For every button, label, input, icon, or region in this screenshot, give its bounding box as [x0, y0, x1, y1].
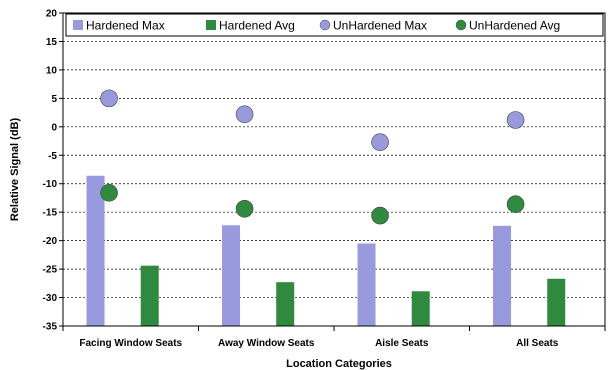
y-tick-label: -35 — [43, 322, 58, 333]
legend-label: Hardened Max — [86, 19, 165, 33]
legend-swatch — [73, 20, 83, 30]
x-axis-title: Location Categories — [286, 358, 392, 370]
legend-marker — [455, 19, 467, 31]
y-tick-label: -5 — [48, 151, 57, 162]
y-tick-label: 10 — [46, 65, 58, 76]
bar — [140, 265, 159, 326]
marker-point — [100, 89, 118, 108]
y-tick-label: 0 — [51, 122, 57, 133]
bars — [86, 175, 566, 326]
bar — [547, 278, 566, 326]
legend-label: UnHardened Avg — [469, 19, 560, 33]
bar — [493, 225, 512, 326]
markers — [100, 89, 525, 225]
bar — [357, 243, 376, 326]
bar — [411, 291, 430, 326]
y-tick-label: -25 — [43, 265, 58, 276]
marker-point — [506, 195, 525, 214]
y-tick-label: -30 — [43, 293, 58, 304]
marker-point — [371, 206, 389, 225]
x-tick-label: Away Window Seats — [218, 338, 315, 349]
y-tick-label: -10 — [43, 179, 58, 190]
legend-marker — [319, 19, 331, 31]
x-tick-labels: Facing Window Seats Away Window Seats Aisl… — [62, 326, 606, 349]
bar — [222, 225, 241, 326]
marker-point — [235, 105, 254, 124]
marker-point — [371, 133, 389, 151]
bar — [86, 175, 105, 326]
marker-point — [506, 111, 525, 129]
y-axis-title: Relative Signal (dB) — [9, 118, 21, 222]
y-tick-label: 20 — [46, 9, 58, 20]
x-tick-label: Facing Window Seats — [79, 338, 182, 349]
y-tick-label: -15 — [43, 208, 58, 219]
legend: Hardened Max Hardened Avg UnHardened Max Un… — [65, 13, 604, 37]
y-tick-label: -20 — [43, 236, 58, 247]
gridlines — [63, 41, 605, 298]
legend-label: UnHardened Max — [333, 19, 427, 33]
legend-label: Hardened Avg — [219, 19, 295, 33]
y-tick-label: 5 — [51, 94, 57, 105]
y-tick-label: 15 — [46, 37, 58, 48]
x-tick-label: All Seats — [516, 338, 559, 349]
marker-point — [235, 199, 254, 218]
marker-point — [100, 184, 118, 202]
legend-box — [65, 13, 604, 37]
legend-swatch — [206, 20, 216, 30]
y-tick-labels: 20 15 10 5 0 -5 -10 -15 -20 -25 -30 -35 — [43, 9, 63, 333]
x-tick-label: Aisle Seats — [375, 338, 429, 349]
bar — [276, 282, 295, 326]
